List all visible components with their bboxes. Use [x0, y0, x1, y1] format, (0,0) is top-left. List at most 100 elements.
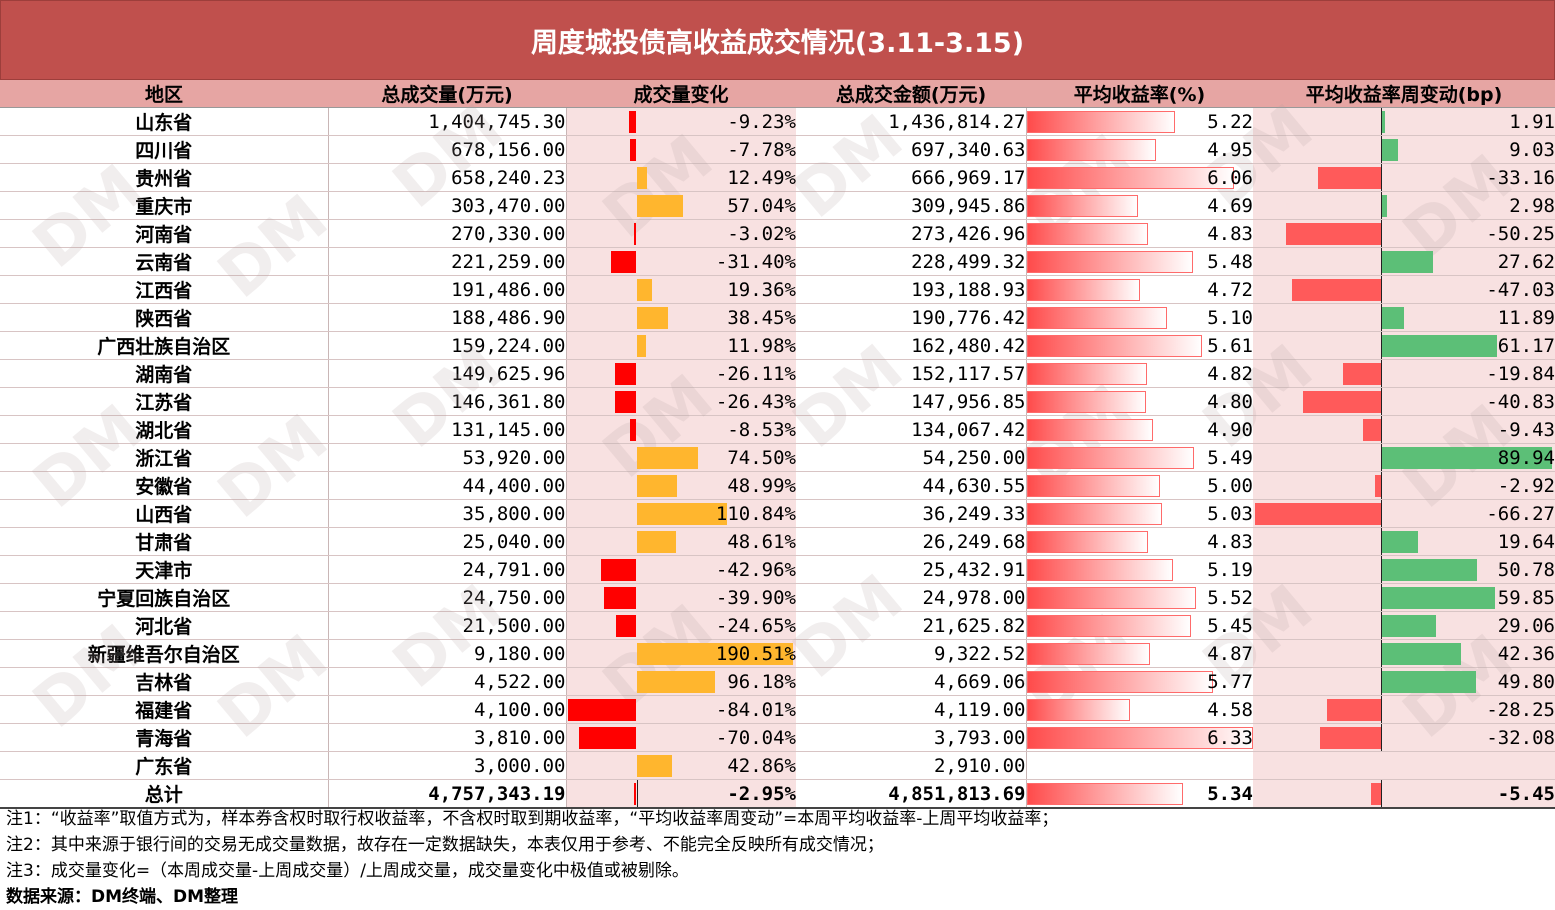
bp-value: 2.98	[1509, 194, 1555, 217]
amount-cell: 25,432.91	[796, 555, 1027, 584]
volume-cell: 9,180.00	[328, 639, 567, 668]
bp-cell: 89.94	[1253, 443, 1555, 472]
region-cell: 浙江省	[0, 443, 329, 472]
yield-bar	[1026, 531, 1148, 553]
region-cell: 云南省	[0, 247, 329, 276]
change-cell: 48.99%	[566, 471, 796, 500]
bp-cell: -66.27	[1253, 499, 1555, 528]
change-bar-negative	[628, 111, 637, 133]
bp-cell: 1.91	[1253, 107, 1555, 136]
amount-cell: 36,249.33	[796, 499, 1027, 528]
change-value: -31.40%	[715, 250, 796, 273]
bp-cell: -33.16	[1253, 163, 1555, 192]
bp-cell: 59.85	[1253, 583, 1555, 612]
bp-value: -5.45	[1497, 782, 1555, 805]
amount-cell: 697,340.63	[796, 135, 1027, 164]
volume-cell: 131,145.00	[328, 415, 567, 444]
amount-cell: 1,436,814.27	[796, 107, 1027, 136]
yield-bar	[1026, 363, 1147, 385]
region-cell: 广东省	[0, 751, 329, 780]
total-row: 总计 4,757,343.19 -2.95% 4,851,813.69 5.34 -5.4…	[0, 779, 1555, 809]
change-cell: 96.18%	[566, 667, 796, 696]
bp-cell: 50.78	[1253, 555, 1555, 584]
bp-cell: 2.98	[1253, 191, 1555, 220]
yield-bar	[1026, 223, 1148, 245]
yield-cell: 4.95	[1026, 135, 1253, 164]
yield-cell: 5.10	[1026, 303, 1253, 332]
yield-value: 5.48	[1207, 250, 1253, 273]
table-row: 吉林省 4,522.00 96.18% 4,669.06 5.77 49.80	[0, 667, 1555, 696]
yield-bar	[1026, 251, 1194, 273]
table-row: 重庆市 303,470.00 57.04% 309,945.86 4.69 2.98	[0, 191, 1555, 220]
amount-cell: 309,945.86	[796, 191, 1027, 220]
bp-bar-negative	[1255, 503, 1381, 525]
volume-cell: 35,800.00	[328, 499, 567, 528]
yield-cell: 4.69	[1026, 191, 1253, 220]
volume-cell: 270,330.00	[328, 219, 567, 248]
amount-cell: 152,117.57	[796, 359, 1027, 388]
change-cell: -70.04%	[566, 723, 796, 752]
bp-axis	[1381, 332, 1382, 359]
volume-cell: 4,757,343.19	[328, 779, 567, 809]
change-bar-negative	[601, 559, 637, 581]
change-bar-negative	[634, 223, 637, 245]
yield-bar	[1026, 643, 1151, 665]
yield-cell: 4.90	[1026, 415, 1253, 444]
change-cell: 57.04%	[566, 191, 796, 220]
bp-axis	[1381, 444, 1382, 471]
change-bar-positive	[636, 643, 793, 665]
table-row: 山东省 1,404,745.30 -9.23% 1,436,814.27 5.22 1.9…	[0, 107, 1555, 136]
yield-value: 5.77	[1207, 670, 1253, 693]
bp-bar-positive	[1381, 643, 1462, 665]
yield-cell: 6.06	[1026, 163, 1253, 192]
change-cell: -7.78%	[566, 135, 796, 164]
bp-cell	[1253, 751, 1555, 780]
yield-cell	[1026, 751, 1253, 780]
bp-bar-negative	[1320, 727, 1381, 749]
bp-cell: -47.03	[1253, 275, 1555, 304]
yield-value: 4.82	[1207, 362, 1253, 385]
table-row: 福建省 4,100.00 -84.01% 4,119.00 4.58 -28.25	[0, 695, 1555, 724]
bp-value: 61.17	[1497, 334, 1555, 357]
bp-axis	[1381, 780, 1382, 807]
amount-cell: 21,625.82	[796, 611, 1027, 640]
yield-value: 5.10	[1207, 306, 1253, 329]
bp-cell: -32.08	[1253, 723, 1555, 752]
bp-axis	[1381, 304, 1382, 331]
yield-bar	[1026, 307, 1167, 329]
yield-cell: 5.19	[1026, 555, 1253, 584]
bp-axis	[1381, 472, 1382, 499]
yield-value: 4.87	[1207, 642, 1253, 665]
note-2: 注2：其中来源于银行间的交易无成交量数据，故存在一定数据缺失，本表仅用于参考、不…	[6, 835, 884, 855]
bp-axis	[1381, 248, 1382, 275]
volume-cell: 44,400.00	[328, 471, 567, 500]
yield-cell: 5.22	[1026, 107, 1253, 136]
bp-value: -47.03	[1486, 278, 1555, 301]
yield-cell: 4.83	[1026, 219, 1253, 248]
change-cell: -84.01%	[566, 695, 796, 724]
change-cell: 12.49%	[566, 163, 796, 192]
bp-axis	[1381, 724, 1382, 751]
amount-cell: 273,426.96	[796, 219, 1027, 248]
yield-cell: 4.87	[1026, 639, 1253, 668]
yield-cell: 5.45	[1026, 611, 1253, 640]
bp-axis	[1381, 108, 1382, 135]
change-bar-negative	[630, 139, 637, 161]
yield-bar	[1026, 615, 1191, 637]
change-bar-negative	[615, 363, 637, 385]
change-value: -39.90%	[715, 586, 796, 609]
change-bar-positive	[636, 335, 647, 357]
bp-axis	[1381, 500, 1382, 527]
bp-bar-positive	[1381, 559, 1478, 581]
bp-value: -2.92	[1497, 474, 1555, 497]
yield-bar	[1026, 503, 1162, 525]
change-bar-negative	[629, 419, 637, 441]
table-row: 湖北省 131,145.00 -8.53% 134,067.42 4.90 -9.43	[0, 415, 1555, 444]
change-cell: -24.65%	[566, 611, 796, 640]
change-value: 57.04%	[727, 194, 796, 217]
yield-cell: 4.83	[1026, 527, 1253, 556]
bp-bar-positive	[1381, 615, 1437, 637]
region-cell: 总计	[0, 779, 329, 809]
table-row: 宁夏回族自治区 24,750.00 -39.90% 24,978.00 5.52 59.8…	[0, 583, 1555, 612]
header-amount: 总成交金额(万元)	[796, 80, 1026, 108]
